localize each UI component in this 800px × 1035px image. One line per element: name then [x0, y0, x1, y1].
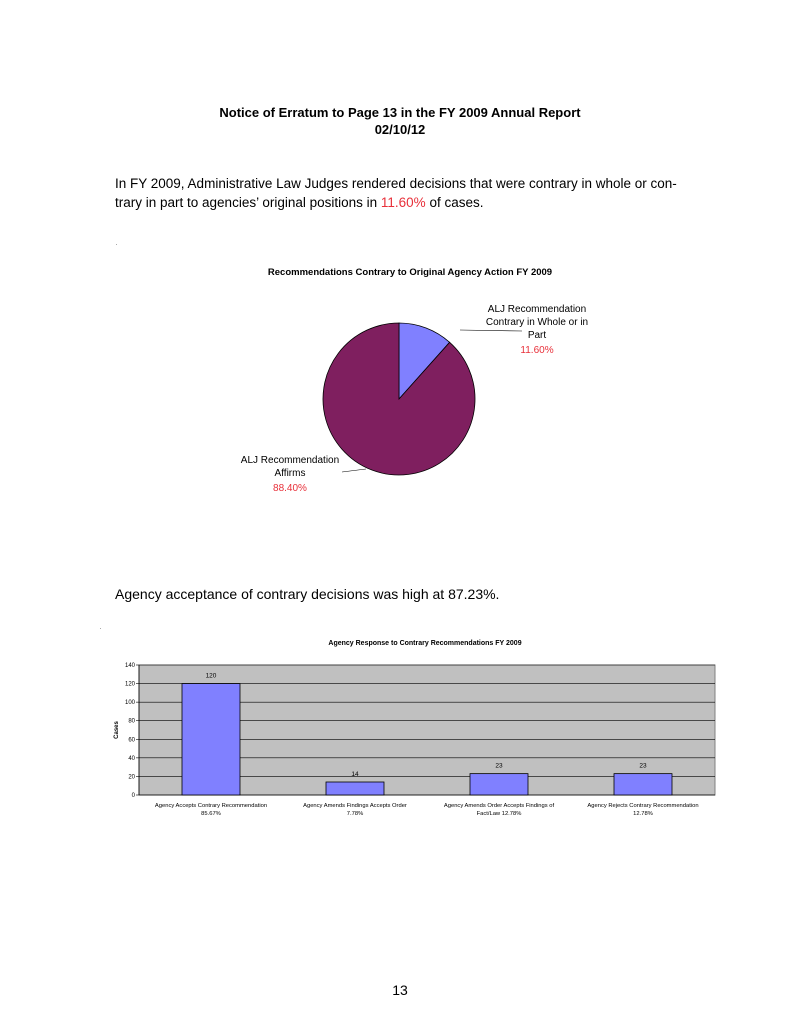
document-title: Notice of Erratum to Page 13 in the FY 2… [0, 104, 800, 138]
title-line-1: Notice of Erratum to Page 13 in the FY 2… [219, 105, 581, 120]
bar-chart-title: Agency Response to Contrary Recommendati… [328, 640, 521, 647]
bar-value-label-0: 120 [206, 673, 217, 680]
pie-label-0-line-0: ALJ Recommendation [488, 304, 586, 315]
x-category-label-0-line-0: Agency Accepts Contrary Recommendation [155, 803, 267, 809]
x-category-label-1-line-1: 7.78% [347, 811, 363, 817]
bar-value-label-1: 14 [351, 771, 359, 778]
page-number: 13 [392, 982, 408, 998]
bar-2 [469, 773, 529, 796]
y-tick-label-3: 60 [128, 737, 135, 743]
pie-title: Recommendations Contrary to Original Age… [268, 267, 552, 278]
y-tick-label-2: 40 [128, 756, 135, 762]
pie-label-0-line-2: Part [528, 330, 547, 341]
pie-label-1-line-0: ALJ Recommendation [241, 455, 339, 466]
title-line-2: 02/10/12 [374, 122, 426, 137]
pie-leader-line-0 [459, 329, 523, 332]
pie-label-0-line-1: Contrary in Whole or in [486, 317, 588, 328]
x-category-label-0-line-1: 85.67% [201, 811, 221, 817]
y-axis-label: Cases [114, 721, 120, 739]
y-tick-label-1: 20 [128, 774, 135, 780]
acceptance-paragraph: Agency acceptance of contrary decisions … [115, 586, 500, 602]
y-tick-label-4: 80 [128, 719, 135, 725]
y-tick-label-7: 140 [125, 663, 136, 669]
x-category-label-1-line-0: Agency Amends Findings Accepts Order [303, 803, 407, 809]
x-category-label-3-line-1: 12.78% [633, 811, 653, 817]
x-category-label-2-line-0: Agency Amends Order Accepts Findings of [444, 803, 555, 809]
bar-0 [181, 683, 241, 796]
stray-mark [100, 628, 101, 629]
y-tick-label-0: 0 [132, 793, 136, 799]
intro-paragraph: In FY 2009, Administrative Law Judges re… [115, 174, 695, 212]
bar-chart: Agency Response to Contrary Recommendati… [114, 640, 716, 817]
y-tick-label-6: 120 [125, 682, 136, 688]
pie-leader-line-1 [341, 468, 367, 473]
bar-1 [325, 781, 385, 796]
pie-percent-label-1: 88.40% [273, 483, 307, 494]
bar-3 [613, 773, 673, 796]
pie-slice-1 [322, 322, 476, 476]
bar-value-label-3: 23 [639, 763, 647, 770]
stray-mark [116, 244, 117, 245]
intro-text-a: In FY 2009, Administrative Law Judges re… [115, 176, 677, 210]
x-category-label-2-line-1: Fact/Law 12.78% [477, 811, 522, 817]
pie-chart: Recommendations Contrary to Original Age… [241, 267, 588, 494]
pie-label-1-line-1: Affirms [275, 468, 306, 479]
intro-highlight-percent: 11.60% [380, 195, 426, 210]
bar-value-label-2: 23 [495, 763, 503, 770]
intro-text-b: of cases. [425, 195, 484, 210]
y-tick-label-5: 100 [125, 700, 136, 706]
x-category-label-3-line-0: Agency Rejects Contrary Recommendation [587, 803, 698, 809]
pie-percent-label-0: 11.60% [520, 345, 553, 356]
